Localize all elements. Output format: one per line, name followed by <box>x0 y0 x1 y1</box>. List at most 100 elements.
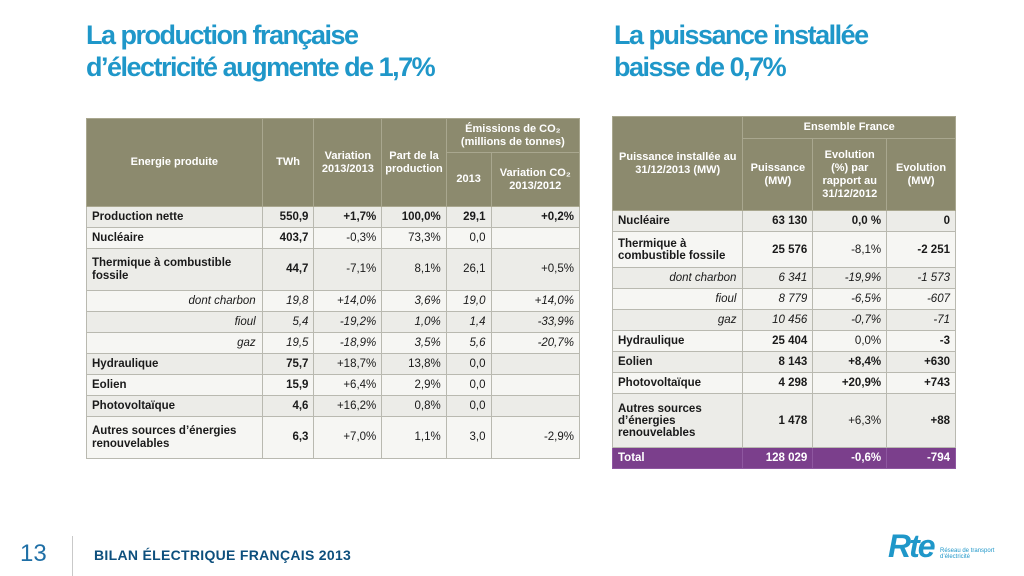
table-row: Nucléaire 63 130 0,0 % 0 <box>611 210 956 232</box>
cell-evolution-pct: +20,9% <box>812 372 888 394</box>
cell-co2: 29,1 <box>445 206 492 228</box>
table-row: Production nette 550,9 +1,7% 100,0% 29,1… <box>86 206 580 228</box>
cell-evolution-pct: 0,0% <box>812 330 888 352</box>
row-label: Total <box>611 447 744 469</box>
cell-variation: +14,0% <box>313 290 383 312</box>
cell-co2: 0,0 <box>445 395 492 417</box>
cell-share: 1,1% <box>381 416 447 459</box>
row-label: fioul <box>611 288 744 310</box>
cell-share: 100,0% <box>381 206 447 228</box>
cell-variation: +6,4% <box>313 374 383 396</box>
cell-variation: +1,7% <box>313 206 383 228</box>
cell-power: 6 341 <box>742 267 814 289</box>
cell-twh: 403,7 <box>261 227 315 249</box>
header-evolution-pct: Evolution (%) par rapport au 31/12/2012 <box>812 138 888 211</box>
header-emissions: Émissions de CO₂ (millions de tonnes) <box>445 118 581 153</box>
cell-evolution-pct: -19,9% <box>812 267 888 289</box>
cell-co2-variation: +14,0% <box>490 290 580 312</box>
cell-share: 3,6% <box>381 290 447 312</box>
capacity-table: Puissance installée au 31/12/2013 (MW) E… <box>611 116 956 469</box>
cell-co2: 0,0 <box>445 353 492 375</box>
cell-co2-variation: -33,9% <box>490 311 580 333</box>
table-row: dont charbon 6 341 -19,9% -1 573 <box>611 267 956 289</box>
cell-co2-variation <box>490 353 580 375</box>
table-row: Hydraulique 75,7 +18,7% 13,8% 0,0 <box>86 353 580 375</box>
header-power: Puissance (MW) <box>742 138 814 211</box>
cell-co2: 26,1 <box>445 248 492 291</box>
cell-co2: 0,0 <box>445 227 492 249</box>
row-label: Nucléaire <box>86 227 263 249</box>
table-row: Autres sources d’énergies renouvelables … <box>86 416 580 459</box>
cell-co2-variation <box>490 374 580 396</box>
header-emissions-variation: Variation CO₂ 2013/2012 <box>490 152 580 207</box>
table-row: Thermique à combustible fossile 44,7 -7,… <box>86 248 580 291</box>
row-label: dont charbon <box>86 290 263 312</box>
cell-evolution-mw: -607 <box>886 288 956 310</box>
cell-power: 4 298 <box>742 372 814 394</box>
cell-variation: -0,3% <box>313 227 383 249</box>
cell-evolution-pct: -0,7% <box>812 309 888 331</box>
cell-evolution-mw: 0 <box>886 210 956 232</box>
row-label: Eolien <box>611 351 744 373</box>
table-row: Eolien 8 143 +8,4% +630 <box>611 351 956 373</box>
table-row: dont charbon 19,8 +14,0% 3,6% 19,0 +14,0… <box>86 290 580 312</box>
header-group: Ensemble France <box>742 116 956 139</box>
cell-evolution-mw: +743 <box>886 372 956 394</box>
header-year: 2013 <box>445 152 492 207</box>
header-energy: Energie produite <box>86 118 263 207</box>
row-label: fioul <box>86 311 263 333</box>
table-row: Eolien 15,9 +6,4% 2,9% 0,0 <box>86 374 580 396</box>
cell-variation: -18,9% <box>313 332 383 354</box>
row-label: Photovoltaïque <box>611 372 744 394</box>
cell-twh: 19,5 <box>261 332 315 354</box>
title-capacity-line-2: baisse de 0,7% <box>614 52 787 82</box>
cell-co2-variation <box>490 395 580 417</box>
row-label: gaz <box>86 332 263 354</box>
header-twh: TWh <box>261 118 315 207</box>
title-production: La production française d’électricité au… <box>86 19 436 83</box>
header-evolution-mw: Evolution (MW) <box>886 138 956 211</box>
cell-evolution-pct: -0,6% <box>812 447 888 469</box>
title-production-line-1: La production française <box>86 20 359 50</box>
cell-evolution-pct: -6,5% <box>812 288 888 310</box>
cell-co2: 3,0 <box>445 416 492 459</box>
cell-co2-variation: +0,5% <box>490 248 580 291</box>
row-label: Hydraulique <box>86 353 263 375</box>
cell-variation: +16,2% <box>313 395 383 417</box>
rte-logo: Rte <box>888 528 936 565</box>
table-row: Nucléaire 403,7 -0,3% 73,3% 0,0 <box>86 227 580 249</box>
cell-evolution-pct: +8,4% <box>812 351 888 373</box>
cell-power: 10 456 <box>742 309 814 331</box>
table-row: Autres sources d’énergies renouvelables … <box>611 393 956 448</box>
row-label: Autres sources d’énergies renouvelables <box>611 393 744 448</box>
header-installed: Puissance installée au 31/12/2013 (MW) <box>611 116 744 211</box>
cell-co2-variation: -20,7% <box>490 332 580 354</box>
table-row: fioul 5,4 -19,2% 1,0% 1,4 -33,9% <box>86 311 580 333</box>
cell-evolution-mw: +630 <box>886 351 956 373</box>
cell-share: 8,1% <box>381 248 447 291</box>
cell-evolution-mw: -1 573 <box>886 267 956 289</box>
cell-power: 25 576 <box>742 231 814 268</box>
table-row: Hydraulique 25 404 0,0% -3 <box>611 330 956 352</box>
row-label: Autres sources d’énergies renouvelables <box>86 416 263 459</box>
cell-co2: 5,6 <box>445 332 492 354</box>
row-label: Production nette <box>86 206 263 228</box>
row-label: Thermique à combustible fossile <box>86 248 263 291</box>
cell-variation: -7,1% <box>313 248 383 291</box>
page-number: 13 <box>20 540 47 567</box>
cell-twh: 44,7 <box>261 248 315 291</box>
cell-share: 2,9% <box>381 374 447 396</box>
table-row: gaz 10 456 -0,7% -71 <box>611 309 956 331</box>
title-capacity: La puissance installée baisse de 0,7% <box>614 19 869 83</box>
title-production-line-2: d’électricité augmente de 1,7% <box>86 52 436 82</box>
footer-title: BILAN ÉLECTRIQUE FRANÇAIS 2013 <box>94 547 352 563</box>
cell-variation: +18,7% <box>313 353 383 375</box>
table-row: fioul 8 779 -6,5% -607 <box>611 288 956 310</box>
cell-twh: 6,3 <box>261 416 315 459</box>
cell-power: 8 779 <box>742 288 814 310</box>
cell-twh: 19,8 <box>261 290 315 312</box>
production-table: Energie produite TWh Variation 2013/2013… <box>86 118 581 459</box>
cell-co2: 1,4 <box>445 311 492 333</box>
table-row: gaz 19,5 -18,9% 3,5% 5,6 -20,7% <box>86 332 580 354</box>
cell-twh: 550,9 <box>261 206 315 228</box>
